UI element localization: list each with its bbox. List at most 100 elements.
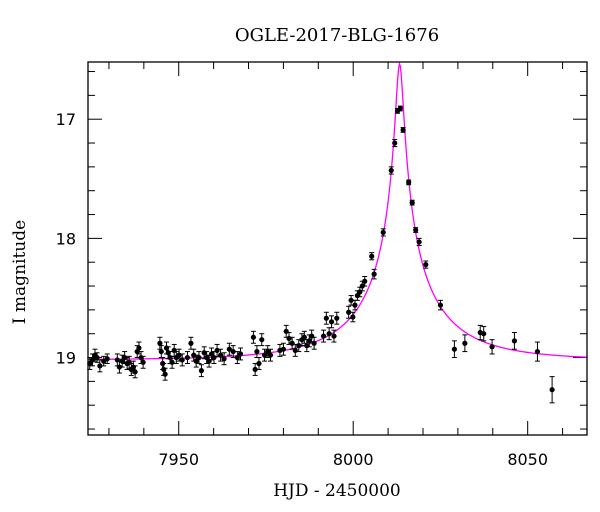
marker xyxy=(416,239,422,245)
marker xyxy=(451,346,457,352)
data-point xyxy=(179,353,185,367)
data-point xyxy=(256,357,262,370)
data-point xyxy=(140,355,146,369)
marker xyxy=(397,105,403,112)
data-point xyxy=(511,332,518,350)
marker xyxy=(162,371,168,377)
data-point xyxy=(221,352,227,366)
marker xyxy=(267,352,274,358)
data-point xyxy=(198,364,205,378)
data-point xyxy=(283,324,289,338)
marker xyxy=(346,309,352,315)
data-point xyxy=(328,315,335,329)
data-point xyxy=(451,340,457,359)
marker xyxy=(549,387,555,393)
data-point xyxy=(380,228,386,237)
x-tick-label: 8050 xyxy=(507,450,548,469)
marker xyxy=(94,354,100,361)
marker xyxy=(350,314,356,320)
marker xyxy=(218,352,224,358)
marker xyxy=(158,348,164,355)
data-point xyxy=(311,336,317,350)
data-point xyxy=(371,268,377,280)
data-point xyxy=(437,299,444,311)
marker xyxy=(413,227,419,233)
marker xyxy=(437,302,444,308)
data-point xyxy=(462,334,468,353)
marker xyxy=(328,319,335,325)
marker xyxy=(296,343,302,349)
marker xyxy=(206,358,212,364)
tick-labels: 7950 8000 8050 17 18 19 xyxy=(56,110,548,469)
marker xyxy=(369,253,375,259)
data-point xyxy=(254,345,260,359)
data-point xyxy=(94,352,100,363)
marker xyxy=(157,340,163,346)
data-point xyxy=(369,252,375,261)
marker xyxy=(221,356,227,362)
data-point xyxy=(188,336,194,350)
marker xyxy=(234,354,240,361)
data-point xyxy=(280,342,287,356)
data-point xyxy=(400,127,406,133)
marker xyxy=(352,302,358,308)
data-point xyxy=(277,343,283,357)
data-point xyxy=(234,351,240,364)
marker xyxy=(280,346,287,352)
data-point xyxy=(104,353,110,364)
marker xyxy=(334,315,340,321)
data-point xyxy=(157,336,163,350)
marker xyxy=(409,200,415,206)
data-point xyxy=(350,311,356,323)
marker xyxy=(362,278,368,284)
data-point xyxy=(406,179,412,186)
model-fit-curve xyxy=(88,62,587,361)
data-point xyxy=(388,166,394,175)
marker xyxy=(211,354,217,361)
data-point xyxy=(171,343,177,357)
data-point xyxy=(237,347,244,361)
data-point xyxy=(226,342,232,356)
data-point xyxy=(326,327,332,341)
marker xyxy=(179,357,185,363)
marker xyxy=(511,338,518,344)
data-point xyxy=(397,105,403,112)
marker xyxy=(193,358,199,364)
data-point xyxy=(132,365,138,379)
x-axis-label: HJD - 2450000 xyxy=(273,481,401,501)
data-point xyxy=(489,339,495,355)
x-tick-label: 8000 xyxy=(333,450,374,469)
marker xyxy=(423,261,429,268)
marker xyxy=(169,359,175,365)
data-point xyxy=(218,348,224,362)
marker xyxy=(489,344,495,350)
chart-title: OGLE-2017-BLG-1676 xyxy=(235,25,439,46)
data-point xyxy=(331,329,337,343)
marker xyxy=(196,354,202,361)
data-point xyxy=(423,260,429,269)
y-tick-label: 17 xyxy=(56,110,76,129)
marker xyxy=(311,340,317,346)
marker xyxy=(283,328,289,334)
marker xyxy=(261,352,268,358)
marker xyxy=(323,315,329,321)
data-point xyxy=(196,351,202,364)
marker xyxy=(104,356,110,362)
marker xyxy=(289,340,295,346)
data-point xyxy=(534,341,541,362)
marker xyxy=(201,350,207,356)
marker xyxy=(331,333,337,339)
marker xyxy=(400,127,406,133)
data-point xyxy=(250,330,257,344)
marker xyxy=(406,179,412,185)
marker xyxy=(140,359,146,365)
marker xyxy=(380,229,386,236)
marker xyxy=(116,364,123,370)
marker xyxy=(326,331,332,337)
marker xyxy=(292,347,298,353)
data-point xyxy=(346,305,352,319)
marker xyxy=(89,357,96,363)
marker xyxy=(392,140,398,146)
marker xyxy=(388,167,394,174)
marker xyxy=(306,338,312,344)
